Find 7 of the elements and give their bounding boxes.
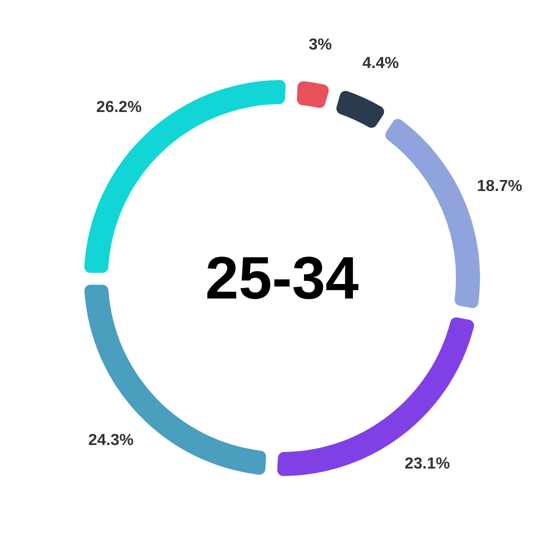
text: 25-34 [205,244,360,312]
data-label: 26.2% [96,98,142,116]
data-label: 3% [308,36,332,54]
data-label: 4.4% [362,55,399,72]
data-label: 23.1% [404,455,450,472]
data-label: 18.7% [476,178,522,196]
data-label: 24.3% [88,432,134,450]
